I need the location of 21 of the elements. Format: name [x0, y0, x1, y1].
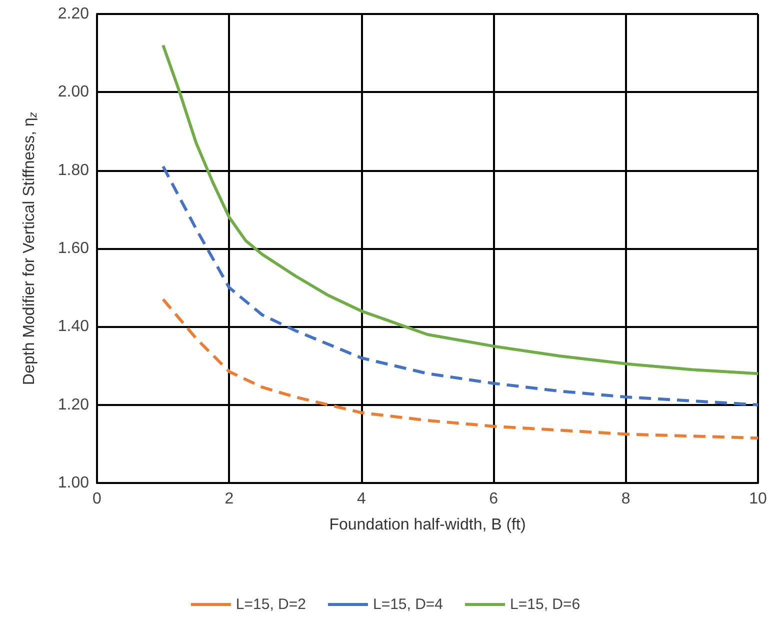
line-series — [162, 164, 760, 406]
y-tick-label: 2.00 — [58, 84, 90, 101]
x-axis-title: Foundation half-width, B (ft) — [329, 516, 526, 534]
y-tick-label: 1.40 — [58, 318, 90, 336]
y-axis-title: Depth Modifier for Vertical Stiffness, ηz — [21, 112, 40, 385]
x-tick-label: 2 — [224, 490, 234, 508]
x-tick-label: 4 — [356, 490, 366, 508]
y-tick-label: 1.20 — [58, 396, 90, 414]
y-tick-label: 2.20 — [58, 6, 90, 22]
x-tick-label: 0 — [92, 490, 102, 508]
y-tick-label: 1.80 — [58, 162, 90, 179]
line-series — [162, 298, 760, 440]
x-tick-label: 6 — [489, 490, 498, 508]
x-tick-label: 8 — [621, 490, 630, 508]
legend-label: L=15, D=2 — [236, 596, 306, 613]
legend-label: L=15, D=6 — [510, 596, 580, 613]
line-series — [162, 44, 760, 376]
y-tick-label: 1.00 — [58, 474, 90, 492]
y-tick-label: 1.60 — [58, 240, 90, 257]
x-tick-label: 10 — [749, 490, 767, 508]
legend-label: L=15, D=4 — [372, 596, 444, 613]
